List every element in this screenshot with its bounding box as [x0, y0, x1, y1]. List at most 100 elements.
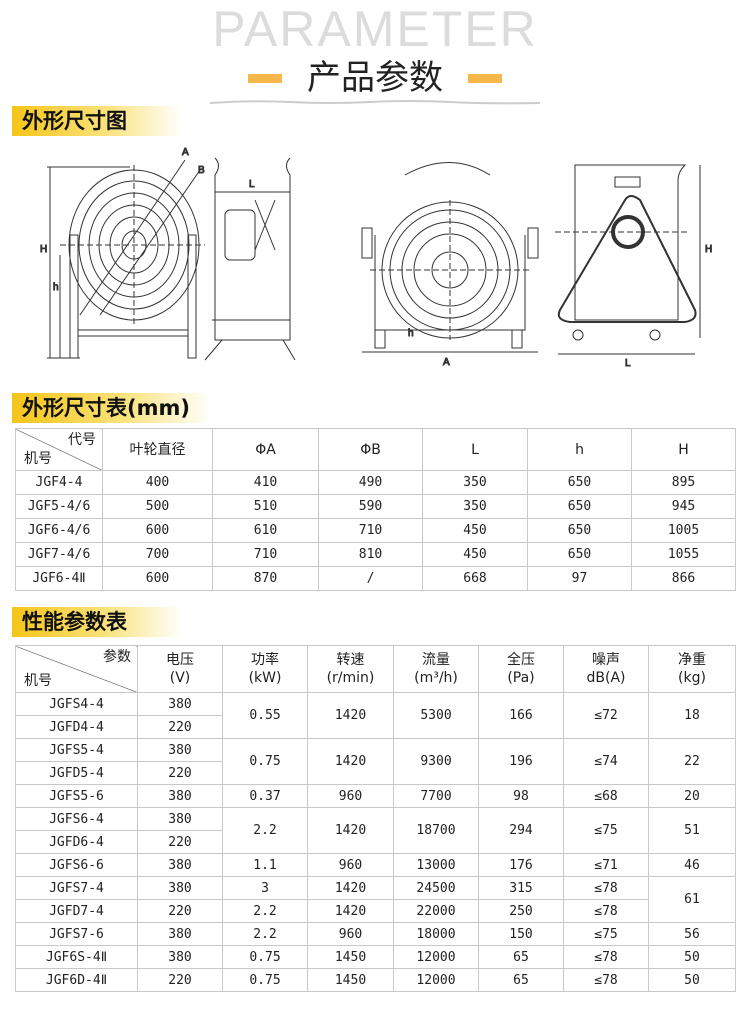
label-A: A [182, 147, 189, 158]
column-header-line: 全压 [507, 652, 535, 668]
value-cell: 7700 [393, 784, 479, 808]
table-row: JGFD7-4 220 2.2 1420 22000 250 ≤78 [15, 899, 736, 923]
model-cell: JGF7-4/6 [15, 542, 103, 567]
value-cell: 380 [137, 784, 223, 808]
column-header-line: 噪声 [592, 652, 620, 668]
table-row: JGF7-4/6 700 710 810 450 650 1055 [15, 542, 736, 567]
model-cell: JGFS4-4 [15, 692, 138, 716]
column-header: 功率 (kW) [222, 645, 308, 693]
value-cell: 1450 [307, 968, 394, 992]
label-B: B [198, 165, 205, 176]
label-L: L [249, 179, 255, 190]
column-header-line: (m³/h) [414, 670, 458, 686]
value-cell: 65 [478, 945, 564, 969]
value-cell: 0.75 [222, 738, 308, 785]
column-header-line: (Pa) [507, 670, 535, 686]
value-cell: 20 [648, 784, 736, 808]
column-header: h [527, 428, 632, 471]
value-cell: 18700 [393, 807, 479, 854]
value-cell: 960 [307, 784, 394, 808]
value-cell: 18 [648, 692, 736, 739]
value-cell: 668 [422, 566, 528, 591]
value-cell: 600 [102, 518, 213, 543]
corner-bottom-label: 机号 [24, 451, 52, 467]
table-row: JGFD6-4 220 [15, 830, 736, 854]
value-cell: 0.55 [222, 692, 308, 739]
performance-table: 参数 机号 电压 (V) 功率 (kW) 转速 (r/min) 流量 (m³/h) 全压 (Pa) 噪… [15, 645, 736, 992]
value-cell: ≤72 [563, 692, 649, 739]
header-watermark: PARAMETER [212, 1, 538, 57]
column-header-line: dB(A) [586, 670, 626, 686]
value-cell: 650 [527, 542, 632, 567]
value-cell: ≤78 [563, 899, 649, 923]
value-cell: 12000 [393, 968, 479, 992]
value-cell: 1055 [631, 542, 736, 567]
value-cell: 380 [137, 807, 223, 831]
value-cell: 700 [102, 542, 213, 567]
value-cell: 2.2 [222, 807, 308, 854]
fan1-front-view [47, 159, 205, 359]
accent-bar-right [468, 74, 502, 83]
section-title-performance: 性能参数表 [12, 607, 182, 637]
label-A: A [443, 357, 450, 368]
dimension-drawings: A B L H h h A H L [40, 147, 713, 370]
value-cell: 176 [478, 853, 564, 877]
model-cell: JGF4-4 [15, 470, 103, 495]
value-cell: 960 [307, 922, 394, 946]
value-cell: 945 [631, 494, 736, 519]
model-cell: JGFS5-6 [15, 784, 138, 808]
label-L: L [625, 358, 631, 369]
value-cell: ≤78 [563, 968, 649, 992]
column-header-line: 流量 [422, 652, 450, 668]
value-cell: 0.37 [222, 784, 308, 808]
table-row: JGFS5-6 380 0.37 960 7700 98 ≤68 20 [15, 784, 736, 808]
value-cell: 250 [478, 899, 564, 923]
model-cell: JGFS6-4 [15, 807, 138, 831]
value-cell: 1420 [307, 876, 394, 900]
value-cell: 450 [422, 518, 528, 543]
value-cell: 895 [631, 470, 736, 495]
table-row: JGFS5-4 380 0.75 1420 9300 196 ≤74 22 [15, 738, 736, 785]
value-cell: 98 [478, 784, 564, 808]
column-header-line: 净重 [678, 652, 706, 668]
value-cell: 150 [478, 922, 564, 946]
value-cell: ≤78 [563, 945, 649, 969]
column-header: 转速 (r/min) [307, 645, 394, 693]
value-cell: 650 [527, 470, 632, 495]
value-cell: 22 [648, 738, 736, 785]
value-cell: 610 [212, 518, 319, 543]
value-cell: 1005 [631, 518, 736, 543]
value-cell: 450 [422, 542, 528, 567]
value-cell: 590 [318, 494, 423, 519]
table-row: JGFS7-4 380 3 1420 24500 315 ≤78 61 [15, 876, 736, 923]
table-row: JGF5-4/6 500 510 590 350 650 945 [15, 494, 736, 519]
column-header: ΦA [212, 428, 319, 471]
value-cell: 51 [648, 807, 736, 854]
value-cell: 380 [137, 945, 223, 969]
value-cell: 2.2 [222, 899, 308, 923]
value-cell: 56 [648, 922, 736, 946]
model-cell: JGFD6-4 [15, 830, 138, 854]
value-cell: 710 [212, 542, 319, 567]
column-header-line: (r/min) [326, 670, 375, 686]
corner-top-label: 参数 [103, 649, 131, 665]
value-cell: 50 [648, 945, 736, 969]
section-title-dimensions: 外形尺寸表(mm) [12, 393, 212, 423]
column-header: H [631, 428, 736, 471]
model-cell: JGF5-4/6 [15, 494, 103, 519]
value-cell: 500 [102, 494, 213, 519]
value-cell: ≤75 [563, 807, 649, 854]
column-header-line: (kg) [678, 670, 706, 686]
value-cell: 315 [478, 876, 564, 900]
model-cell: JGFS5-4 [15, 738, 138, 762]
table-row: JGF4-4 400 410 490 350 650 895 [15, 470, 736, 495]
table-row: JGFS4-4 380 0.55 1420 5300 166 ≤72 18 [15, 692, 736, 739]
model-cell: JGF6S-4Ⅱ [15, 945, 138, 969]
value-cell: 870 [212, 566, 319, 591]
value-cell: 220 [137, 761, 223, 785]
column-header-line: (V) [169, 670, 191, 686]
value-cell: ≤71 [563, 853, 649, 877]
value-cell: 166 [478, 692, 564, 739]
corner-header: 参数 机号 [15, 645, 138, 693]
value-cell: 61 [648, 876, 736, 923]
